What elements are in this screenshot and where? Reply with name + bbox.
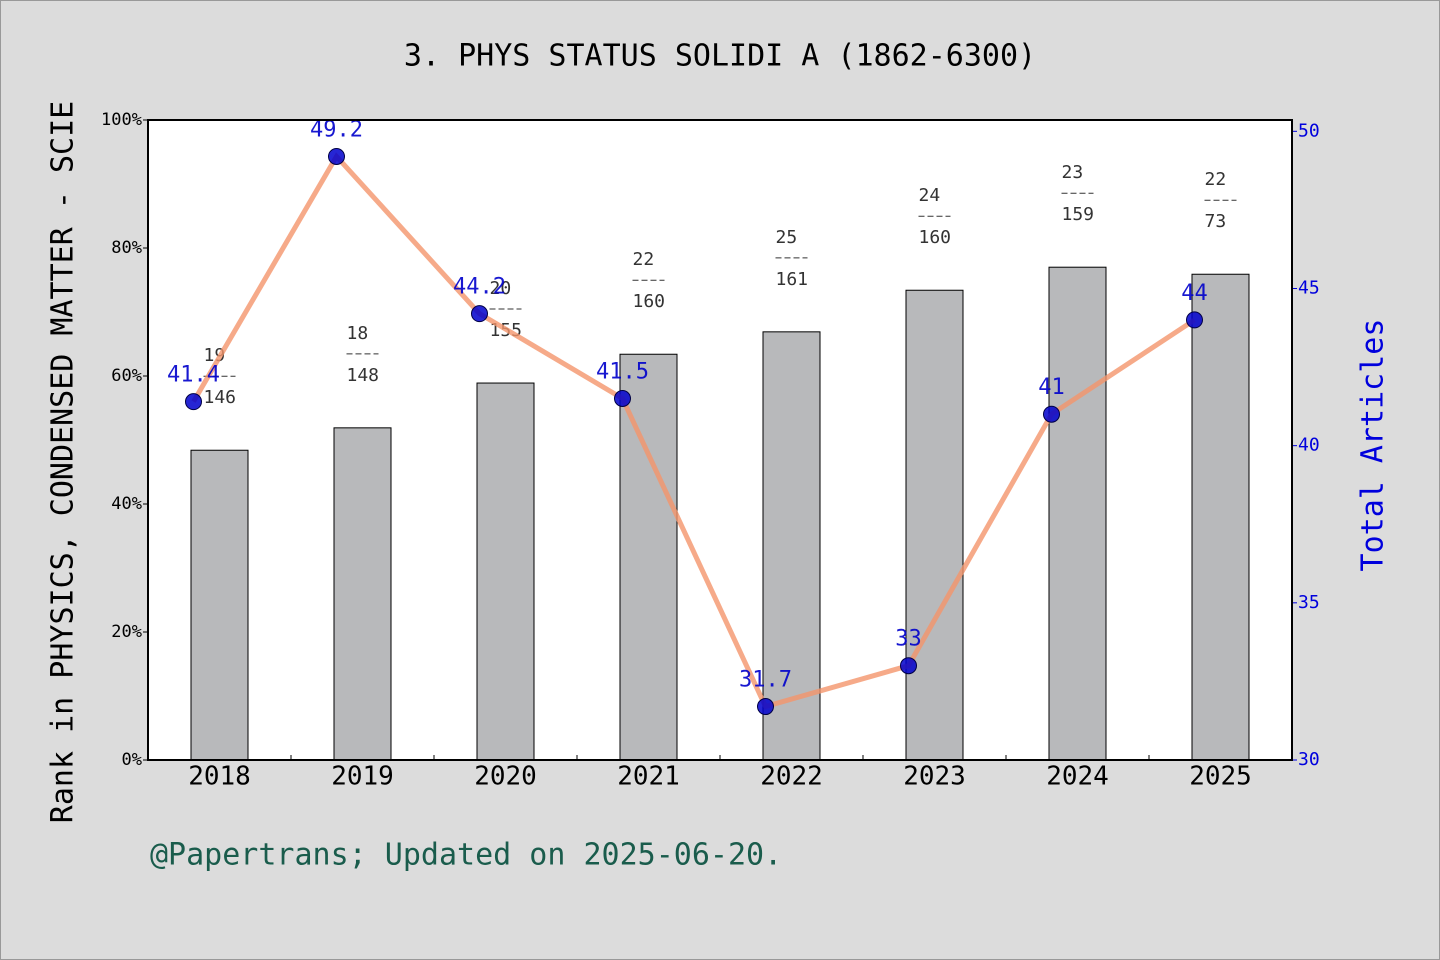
plot-area [148,120,1292,760]
x-tick-label: 2021 [617,762,680,792]
x-tick-label: 2019 [331,762,394,792]
y-tick-label: 80% [111,238,142,258]
value-label: 41.5 [596,360,649,385]
bar [476,382,535,761]
x-tick-label: 2025 [1189,762,1252,792]
value-label: 49.2 [310,117,363,142]
total-label: 160 [633,291,666,312]
marker [471,305,488,323]
total-label: 73 [1205,211,1227,232]
x-tick-label: 2020 [474,762,537,792]
value-label: 44 [1181,281,1208,306]
value-label: 41.4 [167,363,220,388]
y-tick-label: 100% [101,110,142,130]
bar [619,353,678,761]
y2-tick-label: 45 [1298,277,1320,298]
marker [757,698,774,716]
plot-frame [147,119,1293,761]
total-label: 148 [347,365,380,386]
x-tick-label: 2023 [903,762,966,792]
bar [1191,273,1250,761]
line [191,152,1196,710]
y-axis-label: Rank in PHYSICS, CONDENSED MATTER - SCIE [46,101,81,823]
bar [190,449,249,761]
rank-label: 24 [919,185,941,206]
bar [1048,266,1107,761]
marker [900,657,917,675]
rank-label: 23 [1062,162,1084,183]
y-tick-label: 0% [122,750,142,770]
rank-label: 22 [1205,169,1227,190]
y2-tick-label: 35 [1298,592,1320,613]
value-label: 41 [1038,375,1065,400]
marker [1043,405,1060,423]
marker [1186,311,1203,329]
total-label: 160 [919,227,952,248]
value-label: 33 [895,627,922,652]
x-tick-label: 2024 [1046,762,1109,792]
value-label: 44.2 [453,275,506,300]
y-tick-label: 60% [111,366,142,386]
bar [333,427,392,761]
marker [185,393,202,411]
bar [762,331,821,761]
y-tick-label: 40% [111,494,142,514]
total-label: 161 [776,269,809,290]
rank-label: 18 [347,323,369,344]
total-label: 159 [1062,204,1095,225]
y2-axis-label: Total Articles [1356,319,1391,572]
y-tick-label: 20% [111,622,142,642]
value-label: 31.7 [739,668,792,693]
total-label: 146 [204,387,237,408]
bar [905,289,964,761]
y2-tick-label: 40 [1298,435,1320,456]
rank-label: 25 [776,227,798,248]
y2-tick-label: 50 [1298,120,1320,141]
x-tick-label: 2022 [760,762,823,792]
y2-tick-label: 30 [1298,749,1320,770]
rank-label: 22 [633,249,655,270]
rank-label: 20 [490,278,512,299]
marker [614,390,631,408]
chart-title: 3. PHYS STATUS SOLIDI A (1862-6300) [404,39,1036,74]
x-tick-label: 2018 [188,762,251,792]
marker [328,147,345,165]
footer: @Papertrans; Updated on 2025-06-20. [150,838,782,873]
